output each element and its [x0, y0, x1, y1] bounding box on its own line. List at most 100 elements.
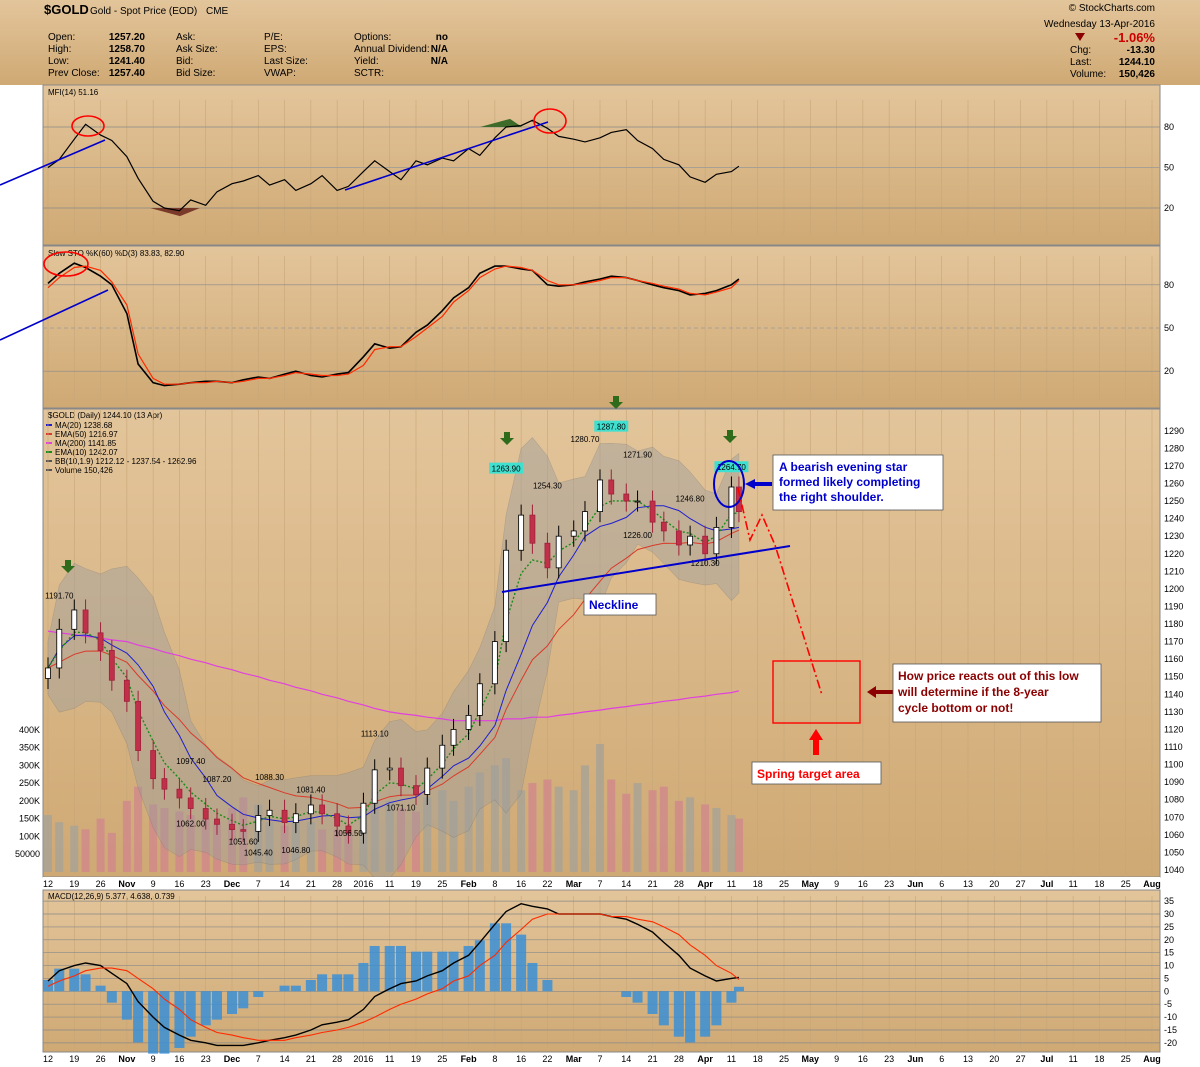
volume-bar — [70, 825, 79, 872]
note-text: will determine if the 8-year — [897, 685, 1049, 699]
x-tick-label: Apr — [697, 879, 713, 889]
x-tick-label: 16 — [858, 879, 868, 889]
candle-body — [229, 823, 235, 830]
volume-bar — [490, 765, 499, 872]
stat-label: Bid Size: — [176, 68, 215, 79]
stat-label: SCTR: — [354, 68, 384, 79]
volume-bar — [265, 822, 274, 872]
histogram-bar — [422, 951, 433, 992]
volume-bar — [318, 829, 327, 872]
x-tick-label: 19 — [411, 879, 421, 889]
candle-body — [413, 785, 419, 795]
x-tick-label: 6 — [939, 1054, 944, 1064]
x-axis-band — [43, 877, 1160, 890]
y-tick-label: -15 — [1164, 1025, 1177, 1035]
x-tick-label: May — [802, 879, 820, 889]
x-tick-label: 26 — [96, 1054, 106, 1064]
x-tick-label: Nov — [118, 879, 135, 889]
volume-bar — [344, 832, 353, 872]
x-tick-label: 28 — [674, 879, 684, 889]
volume-bar — [160, 808, 169, 872]
x-tick-label: 26 — [96, 879, 106, 889]
price-label: 1191.70 — [45, 591, 74, 600]
candle-body — [713, 527, 720, 555]
x-tick-label: 11 — [727, 879, 736, 889]
exchange: CME — [206, 6, 229, 17]
series-line — [47, 265, 740, 385]
price-label: 1263.90 — [492, 465, 521, 474]
ma20-line — [47, 505, 739, 823]
y-tick-label: 20 — [1164, 935, 1174, 945]
neckline — [501, 545, 791, 593]
volume-bar — [502, 758, 511, 872]
volume-bar — [423, 797, 432, 872]
x-tick-label: 25 — [779, 1054, 789, 1064]
series-line — [47, 119, 740, 212]
y-tick-label: 1280 — [1164, 443, 1184, 453]
price-label: 1081.40 — [296, 785, 325, 794]
x-tick-label: Feb — [461, 1054, 478, 1064]
sto-title: Slow STO %K(60) %D(3) 83.83, 82.90 — [48, 249, 185, 258]
legend-entry: BB(10,1.9) 1212.12 - 1237.54 - 1262.96 — [55, 457, 197, 466]
legend-entry: Volume 150,426 — [55, 466, 113, 475]
histogram-bar — [106, 991, 117, 1003]
volume-tick-label: 300K — [19, 760, 40, 770]
x-tick-label: 7 — [597, 1054, 602, 1064]
candle-body — [608, 479, 615, 495]
price-label: 1226.00 — [623, 531, 652, 540]
note-text: A bearish evening star — [779, 460, 908, 474]
stat-value: 150,426 — [1119, 69, 1156, 80]
x-tick-label: 9 — [834, 879, 839, 889]
mfi-panel — [42, 84, 1161, 246]
volume-bar — [280, 825, 289, 872]
histogram-bar — [227, 991, 237, 1014]
legend-entry: EMA(10) 1242.07 — [55, 448, 118, 457]
volume-tick-label: 350K — [19, 743, 40, 753]
x-tick-label: May — [802, 1054, 820, 1064]
x-tick-label: 18 — [1094, 1054, 1104, 1064]
x-tick-label: 23 — [884, 1054, 894, 1064]
histogram-bar — [384, 945, 395, 992]
histogram-bar — [489, 923, 500, 992]
x-tick-label: Dec — [224, 1054, 241, 1064]
x-tick-label: 27 — [1016, 1054, 1026, 1064]
y-tick-label: 1040 — [1164, 865, 1184, 875]
candle-body — [307, 804, 314, 815]
legend-entry: EMA(50) 1216.97 — [55, 430, 118, 439]
bollinger-band — [47, 437, 740, 879]
histogram-bar — [673, 991, 684, 1037]
x-tick-label: 7 — [256, 1054, 261, 1064]
highlight-circle — [43, 251, 89, 277]
candle-body — [702, 535, 709, 555]
stat-label: P/E: — [264, 32, 283, 43]
x-tick-label: 23 — [201, 879, 211, 889]
candle-body — [491, 641, 498, 685]
x-tick-label: 11 — [385, 879, 394, 889]
legend-entry: MA(20) 1238.68 — [55, 421, 113, 430]
mfi-title: MFI(14) 51.16 — [48, 88, 99, 97]
histogram-bar — [279, 985, 290, 992]
histogram-bar — [463, 945, 474, 992]
stat-value: 1241.40 — [109, 56, 146, 67]
histogram-bar — [133, 991, 144, 1043]
y-tick-label: 1220 — [1164, 549, 1184, 559]
y-tick-label: 30 — [1164, 909, 1174, 919]
histogram-bar — [700, 991, 711, 1037]
volume-bar — [175, 811, 184, 872]
x-tick-label: 11 — [1068, 1054, 1077, 1064]
histogram-bar — [733, 986, 744, 992]
y-tick-label: 1120 — [1164, 724, 1183, 734]
volume-bar — [734, 818, 743, 872]
candle-body — [555, 535, 562, 569]
price-label: 1264.70 — [717, 463, 746, 472]
down-arrow-icon — [609, 396, 623, 409]
y-tick-label: 50 — [1164, 323, 1174, 333]
x-tick-label: 9 — [151, 879, 156, 889]
candle-body — [135, 700, 142, 751]
volume-bar — [622, 793, 631, 872]
histogram-bar — [726, 991, 737, 1003]
candle-body — [71, 609, 78, 630]
volume-bar — [580, 765, 589, 872]
histogram-bar — [185, 991, 196, 1037]
